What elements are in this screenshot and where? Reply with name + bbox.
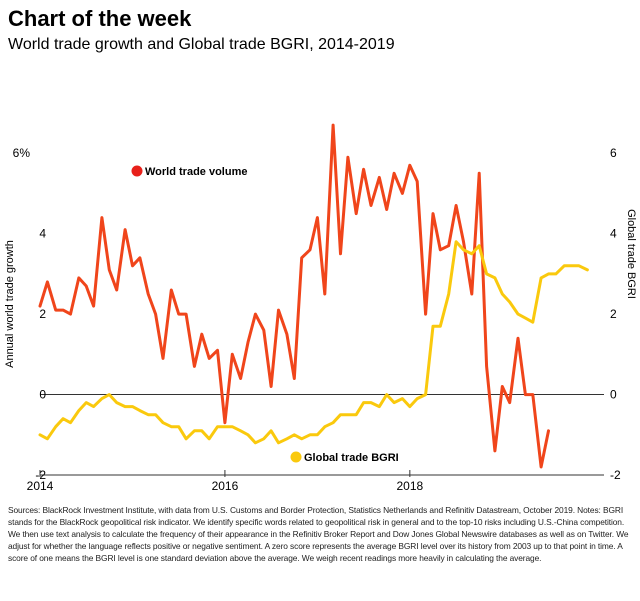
series-layer bbox=[38, 123, 589, 469]
global-trade-bgri-line bbox=[38, 240, 589, 445]
source-note: Sources: BlackRock Investment Institute,… bbox=[8, 505, 629, 563]
bgri-legend-dot bbox=[290, 451, 302, 463]
y-left-tick-label: 2 bbox=[39, 307, 46, 321]
y-right-tick-label: 6 bbox=[610, 146, 617, 160]
y-left-axis-title: Annual world trade growth bbox=[4, 240, 16, 368]
y-right-tick-label: -2 bbox=[610, 468, 621, 482]
axes-layer: 2014 2016 2018 6% 4 2 0 -2 6 4 2 0 -2 Annual world tr… bbox=[4, 146, 637, 493]
y-left-tick-label: 4 bbox=[39, 227, 46, 241]
x-tick-label: 2016 bbox=[212, 479, 239, 493]
y-right-tick-label: 0 bbox=[610, 388, 617, 402]
chart-title: Chart of the week bbox=[8, 6, 192, 31]
y-left-tick-label: 6% bbox=[13, 146, 31, 160]
x-tick-label: 2014 bbox=[27, 479, 54, 493]
world-trade-legend-dot bbox=[131, 165, 143, 177]
y-left-tick-label: -2 bbox=[35, 468, 46, 482]
y-right-tick-label: 4 bbox=[610, 227, 617, 241]
y-left-tick-label: 0 bbox=[39, 388, 46, 402]
world-trade-volume-line bbox=[38, 123, 550, 469]
bgri-legend-label: Global trade BGRI bbox=[304, 452, 399, 464]
y-right-tick-label: 2 bbox=[610, 307, 617, 321]
chart-area: 2014 2016 2018 6% 4 2 0 -2 6 4 2 0 -2 Annual world tr… bbox=[4, 123, 637, 493]
chart-subtitle: World trade growth and Global trade BGRI… bbox=[8, 36, 395, 53]
x-tick-label: 2018 bbox=[396, 479, 423, 493]
world-trade-legend-label: World trade volume bbox=[145, 166, 247, 178]
legend-layer: World trade volume Global trade BGRI bbox=[131, 165, 399, 464]
y-right-axis-title: Global trade BGRI bbox=[625, 209, 637, 299]
